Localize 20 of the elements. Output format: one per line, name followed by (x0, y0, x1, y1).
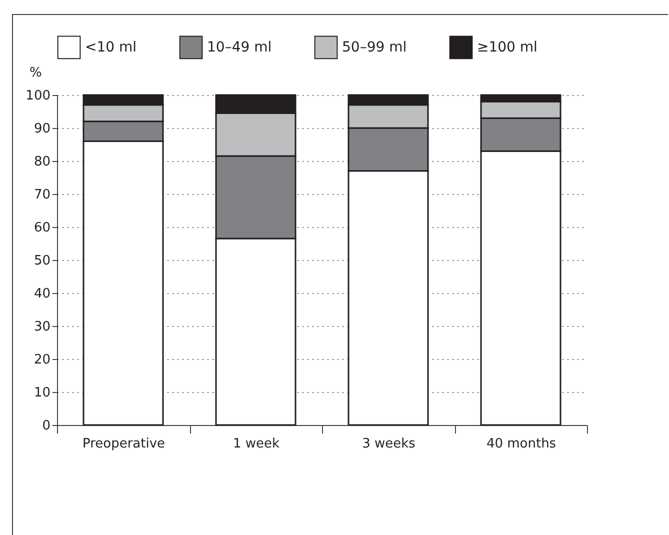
y-tick-label: 40 (34, 286, 50, 302)
legend-label: 50–99 ml (342, 39, 407, 56)
y-tick-label: 90 (34, 122, 50, 136)
x-tick-label: 40 months (486, 436, 556, 452)
y-tick-label: 10 (34, 386, 50, 400)
y-tick-label: 20 (34, 352, 50, 368)
y-tick-label: 50 (34, 254, 50, 268)
y-tick-label: 70 (34, 188, 50, 202)
legend-label: <10 ml (85, 39, 137, 56)
y-tick-label: 100 (26, 88, 50, 104)
y-tick-label: 30 (34, 320, 50, 334)
x-tick-label: 3 weeks (362, 436, 416, 452)
legend-label: 10–49 ml (207, 39, 272, 56)
y-tick-label: 0 (42, 418, 50, 434)
y-tick-label: 60 (34, 220, 50, 236)
x-tick-label: Preoperative (82, 436, 166, 452)
y-axis-title: % (30, 66, 42, 80)
y-tick-label: 80 (34, 154, 50, 170)
x-tick-label: 1 week (232, 436, 280, 452)
legend-label: ≥100 ml (477, 39, 538, 56)
